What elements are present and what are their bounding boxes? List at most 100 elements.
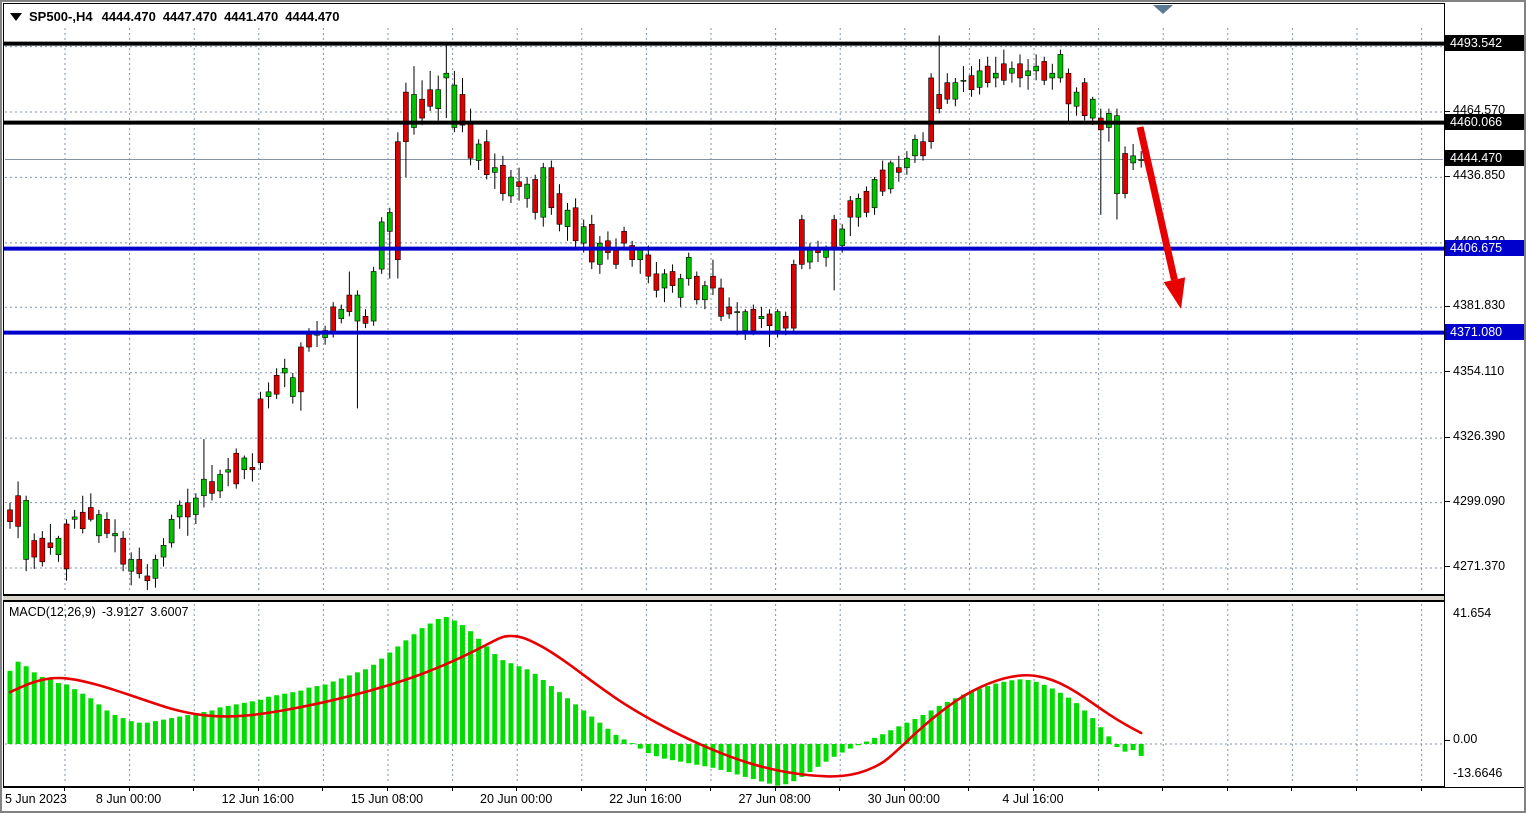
bear-candle <box>31 540 38 558</box>
pane-splitter[interactable] <box>3 595 1445 601</box>
macd-bar <box>225 705 231 744</box>
price-tick <box>1445 371 1450 373</box>
bear-candle <box>184 502 191 518</box>
price-axis[interactable]: 4464.5704436.8504409.1304381.8304354.110… <box>1444 3 1524 787</box>
time-tick <box>387 788 388 791</box>
macd-bar <box>411 634 417 744</box>
time-label: 4 Jul 16:00 <box>1002 792 1064 806</box>
macd-bar <box>758 744 764 782</box>
macd-bar <box>1082 710 1088 744</box>
bull-candle <box>152 559 159 579</box>
price-tick-label: 4436.850 <box>1453 168 1506 183</box>
time-tick <box>1162 788 1164 791</box>
time-tick <box>322 788 324 791</box>
time-label: 8 Jun 00:00 <box>95 792 162 806</box>
sell-arrow-shaft[interactable] <box>1136 126 1178 281</box>
macd-bar <box>185 715 191 744</box>
bull-candle <box>1138 159 1144 161</box>
macd-bar <box>936 705 942 744</box>
bear-candle <box>984 65 991 83</box>
candlesticks[interactable] <box>7 35 1144 591</box>
bear-candle <box>710 275 716 289</box>
symbol-dropdown-icon[interactable] <box>10 12 22 21</box>
macd-bar <box>516 666 522 744</box>
macd-bar <box>653 744 659 757</box>
macd-bar <box>282 693 288 744</box>
macd-bar <box>363 669 369 744</box>
macd-bar <box>419 628 425 744</box>
title-symbol: SP500-,H4 <box>29 9 93 24</box>
macd-bar <box>1074 703 1080 744</box>
time-tick <box>1097 788 1099 791</box>
price-tick <box>1445 110 1450 112</box>
bear-candle <box>790 264 797 329</box>
bear-candle <box>920 141 926 157</box>
bull-candle <box>23 500 29 560</box>
bear-candle <box>273 375 280 395</box>
macd-bar <box>532 673 538 744</box>
bear-candle <box>629 245 635 260</box>
main-chart-pane[interactable] <box>3 3 1445 595</box>
macd-bar <box>823 744 829 762</box>
price-badge: 4406.675 <box>1445 239 1524 256</box>
time-tick <box>451 788 453 791</box>
macd-bar <box>403 640 409 744</box>
macd-bar <box>678 744 684 762</box>
bull-candle <box>193 497 199 515</box>
macd-signal-value: 3.6007 <box>150 605 189 619</box>
macd-bar <box>726 744 732 773</box>
bull-candle <box>176 504 183 518</box>
bull-candle <box>597 242 603 265</box>
sell-arrow-head[interactable] <box>1163 277 1186 309</box>
price-tick <box>1445 501 1450 503</box>
macd-bar <box>686 744 692 764</box>
macd-bar <box>629 743 635 745</box>
bull-candle <box>540 167 547 218</box>
time-label: 5 Jun 2023 <box>5 792 67 806</box>
macd-label: MACD(12,26,9) -3.9127 3.6007 <box>9 605 188 619</box>
bear-candle <box>556 193 563 225</box>
price-tick <box>1445 566 1450 568</box>
time-label: 15 Jun 08:00 <box>350 792 424 806</box>
bull-candle <box>1049 72 1056 79</box>
macd-zero-tick <box>1445 740 1450 741</box>
bear-candle <box>427 89 433 107</box>
macd-indicator-pane[interactable] <box>3 601 1445 787</box>
time-tick <box>968 788 970 791</box>
bull-candle <box>435 89 442 109</box>
bull-candle <box>774 311 781 331</box>
macd-max-label: 41.654 <box>1453 606 1492 620</box>
price-tick <box>1445 305 1450 307</box>
macd-bar <box>767 744 773 784</box>
macd-bar <box>298 690 304 744</box>
candlestick-chart[interactable] <box>4 4 1444 594</box>
macd-bar <box>136 722 142 744</box>
time-label: 12 Jun 16:00 <box>221 792 294 806</box>
macd-bar <box>476 638 482 744</box>
bull-candle <box>524 183 530 199</box>
title-low: 4441.470 <box>224 9 279 24</box>
bear-candle <box>249 467 256 471</box>
macd-bar <box>621 739 627 744</box>
macd-bar <box>508 663 514 744</box>
bear-candle <box>645 254 652 277</box>
time-axis[interactable]: 5 Jun 2023 8 Jun 00:00 12 Jun 16:00 15 Jun … <box>3 787 1524 811</box>
macd-bar <box>977 688 983 744</box>
bull-candle <box>1033 65 1039 72</box>
chart-shift-marker[interactable] <box>1153 5 1173 14</box>
time-label: 22 Jun 16:00 <box>609 792 682 806</box>
macd-bar <box>443 616 449 744</box>
macd-bar <box>201 711 207 744</box>
macd-signal-line <box>8 634 1143 778</box>
bear-candle <box>863 190 870 213</box>
time-tick <box>64 788 65 791</box>
macd-bar <box>556 692 562 744</box>
macd-bar <box>944 701 950 744</box>
macd-bar <box>524 669 530 744</box>
macd-chart[interactable] <box>4 602 1444 786</box>
macd-bar <box>104 710 110 744</box>
macd-bar <box>1090 718 1096 744</box>
bull-candle <box>386 212 393 232</box>
time-tick <box>128 788 130 791</box>
